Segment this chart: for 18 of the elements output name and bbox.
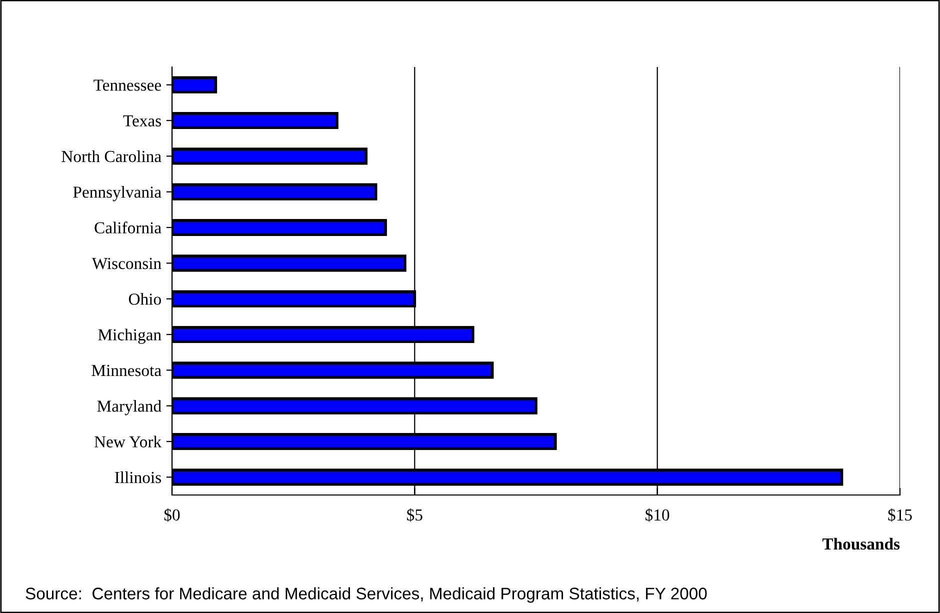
x-tick-label: $15 [888, 508, 912, 522]
y-tick-label: Pennsylvania [73, 186, 162, 202]
y-tick-label: North Carolina [62, 150, 162, 162]
x-tick-label: $0 [164, 508, 180, 522]
y-tick-label: Michigan [98, 328, 162, 344]
y-tick-label: Maryland [97, 400, 162, 416]
y-tick-label: Wisconsin [92, 258, 162, 270]
x-tick-label: $5 [407, 508, 422, 522]
y-tick-label: Minnesota [92, 364, 162, 376]
source-note: Source: Centers for Medicare and Medicaid Services, Medicaid Program Statistics, FY 2000 [26, 587, 707, 603]
y-tick-label: Ohio [128, 293, 161, 305]
x-tick-label: $10 [646, 508, 670, 522]
y-tick-label: Texas [123, 115, 161, 126]
x-axis-title: Thousands [822, 538, 900, 550]
y-tick-label: California [94, 222, 162, 234]
y-tick-label: Illinois [114, 471, 161, 484]
y-tick-label: New York [94, 436, 162, 448]
y-tick-label: Tennessee [94, 80, 161, 91]
